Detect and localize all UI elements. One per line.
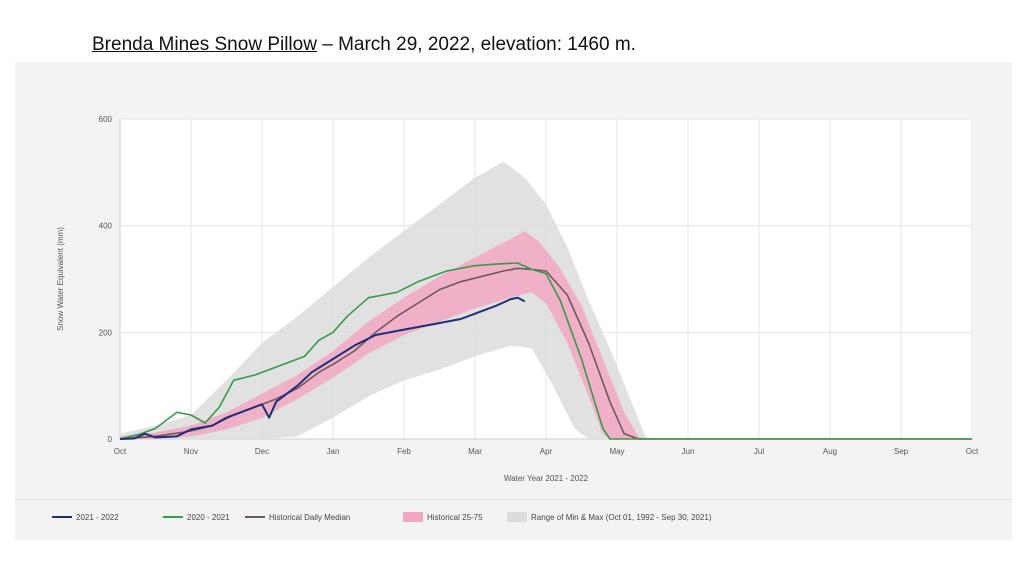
legend-label-historical-daily-median: Historical Daily Median (269, 513, 350, 522)
legend-label-range-of-min-max-oct-01-1992-sep-30-2021-: Range of Min & Max (Oct 01, 1992 - Sep 3… (531, 513, 712, 522)
y-tick-label: 0 (108, 435, 113, 444)
y-axis-title: Snow Water Equivalent (mm) (56, 227, 65, 331)
series-line-2020-2021 (119, 262, 972, 440)
swe-chart: 0 200 400 600 Oct Nov Dec Jan Feb Mar Apr May Jun Ju… (15, 115, 1012, 522)
legend-swatch-range-of-min-max-oct-01-1992-sep-30-2021- (507, 512, 527, 522)
x-tick-label: May (609, 447, 624, 456)
x-tick-label: Nov (184, 447, 198, 456)
legend: 2021 - 2022 2020 - 2021 Historical Daily M… (52, 512, 712, 522)
legend-label-historical-25-75: Historical 25-75 (427, 513, 483, 522)
y-tick-label: 400 (99, 222, 113, 231)
heading-detail: – March 29, 2022, elevation: 1460 m. (316, 34, 636, 55)
band-range-of-min-max-oct-01-1992-sep-30-2021- (120, 161, 653, 439)
x-tick-label: Apr (540, 447, 553, 456)
x-tick-label: Oct (114, 447, 127, 456)
chart-panel: 0 200 400 600 Oct Nov Dec Jan Feb Mar Apr May Jun Ju… (15, 62, 1012, 540)
y-tick-label: 600 (99, 115, 113, 124)
chart-heading: Brenda Mines Snow Pillow – March 29, 202… (92, 34, 636, 56)
series-line-2021-2022 (119, 296, 526, 440)
x-tick-label: Mar (468, 447, 482, 456)
legend-label-2021-2022: 2021 - 2022 (76, 513, 119, 522)
legend-label-2020-2021: 2020 - 2021 (187, 513, 230, 522)
x-tick-label: Jul (754, 447, 764, 456)
x-tick-label: Oct (966, 447, 979, 456)
x-tick-label: Aug (823, 447, 837, 456)
x-ticks: Oct Nov Dec Jan Feb Mar Apr May Jun Jul Aug Sep Oct (114, 447, 979, 456)
legend-swatch-historical-25-75 (403, 512, 423, 522)
x-tick-label: Feb (397, 447, 411, 456)
band-historical-25-75 (120, 231, 646, 439)
x-tick-label: Sep (894, 447, 909, 456)
bands (120, 161, 653, 439)
x-tick-label: Jan (327, 447, 340, 456)
site-name: Brenda Mines Snow Pillow (92, 34, 317, 55)
x-tick-label: Jun (682, 447, 695, 456)
x-tick-label: Dec (255, 447, 269, 456)
lines (119, 262, 972, 440)
x-axis-title: Water Year 2021 - 2022 (504, 474, 589, 483)
y-tick-label: 200 (99, 328, 113, 337)
y-ticks: 0 200 400 600 (99, 115, 113, 444)
legend-divider (15, 499, 1012, 500)
